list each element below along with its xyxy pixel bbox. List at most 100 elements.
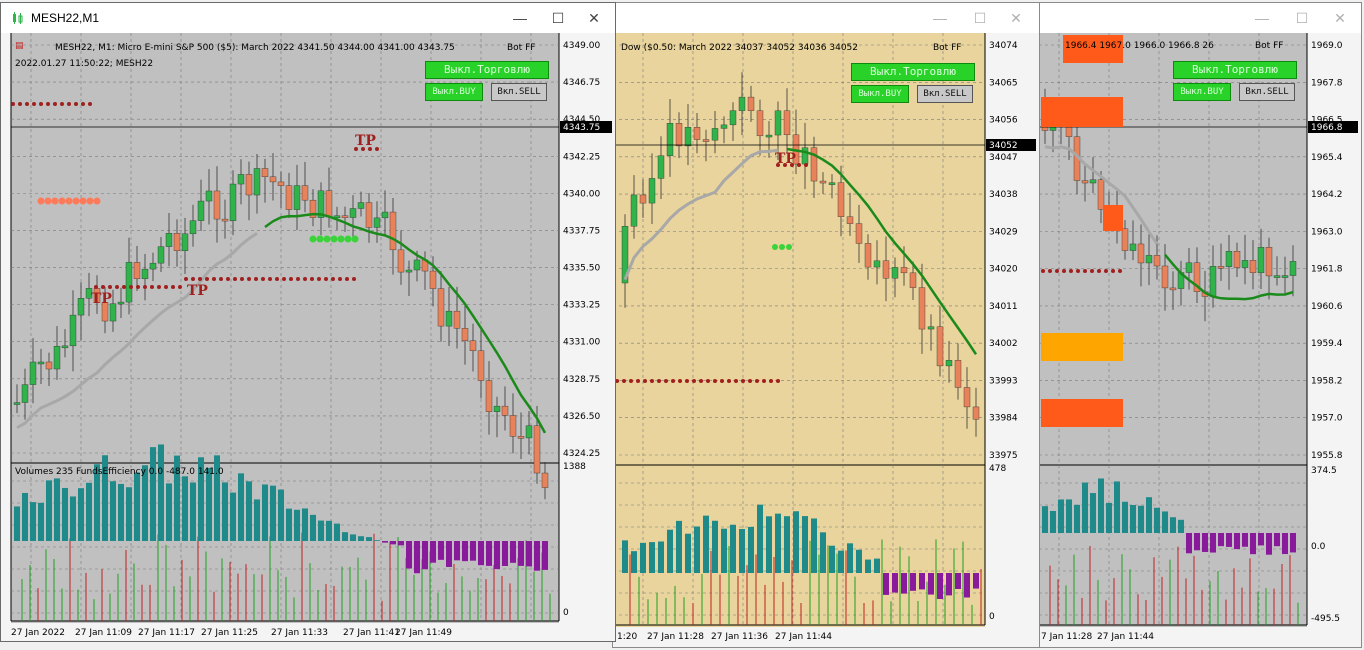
volume-bar [874,558,880,573]
maximize-icon[interactable]: ☐ [1295,10,1309,26]
maximize-icon[interactable]: ☐ [551,10,565,26]
price-chart-1[interactable]: 4349.00 4346.75 4344.50 4342.25 4340.00 4337.… [1,33,615,641]
volume-bar [206,467,212,541]
volume-bar [414,541,420,574]
level-dot [344,235,352,243]
buy-off-button[interactable]: Выкл.BUY [851,85,909,103]
candle-body [972,406,980,420]
level-dot [361,147,365,151]
trade-off-button[interactable]: Выкл.Торговлю [851,63,975,81]
volume-bar [1074,504,1080,533]
volume-bar [494,541,500,570]
level-dot [240,277,244,281]
level-dot [303,277,307,281]
volume-tick-label: 374.5 [1311,466,1337,476]
sell-on-button[interactable]: Вкл.SELL [491,83,547,101]
level-dot [310,277,314,281]
volume-bar [46,480,52,541]
candle-body [729,110,737,126]
bot-label: Bot FF [507,43,536,53]
candle-body [891,267,899,279]
volume-bar [350,534,356,541]
candle-body [213,190,221,220]
close-icon[interactable]: ✕ [1010,10,1022,26]
minimize-icon[interactable]: — [933,10,947,26]
volume-bar [302,508,308,541]
take-profit-label: TP [91,291,112,307]
trade-off-button[interactable]: Выкл.Торговлю [425,61,549,79]
candle-body [125,262,133,303]
current-price-label: 34052 [989,141,1018,151]
price-tick-label: 1965.4 [1311,153,1343,163]
level-dot [741,379,745,383]
sell-on-button[interactable]: Вкл.SELL [1239,83,1295,101]
level-dot [1076,269,1080,273]
chart-window-2[interactable]: — ☐ ✕ 34074 34065 34056 34047 34038 34029 3402… [612,2,1040,648]
candle-body [846,216,854,224]
window-1-titlebar[interactable]: MESH22,M1 — ☐ ✕ [1,3,615,33]
buy-off-button[interactable]: Выкл.BUY [425,83,483,101]
volume-bar [1122,501,1128,533]
time-tick-label: 7 Jan 11:28 [1041,632,1093,642]
chart-list-icon[interactable]: ▤ [15,41,24,51]
window-3-titlebar[interactable]: — ☐ ✕ [1039,3,1361,33]
price-chart-3[interactable]: 1969.0 1967.8 1966.5 1965.4 1964.2 1963.0 1961… [1039,33,1361,647]
level-dot [324,277,328,281]
candle-body [453,310,461,329]
volume-bar [342,532,348,541]
minimize-icon[interactable]: — [1255,10,1269,26]
price-tick-label: 1961.8 [1311,265,1343,275]
volume-bar [286,508,292,541]
candle-body [1097,179,1105,210]
candle-body [1185,262,1193,273]
candle-body [1217,266,1225,269]
buy-off-button[interactable]: Выкл.BUY [1173,83,1231,101]
level-dot [748,379,752,383]
volume-bar [230,492,236,541]
chart-window-3[interactable]: — ☐ ✕ 1969.0 1967.8 1966.5 1965.4 1964.2 1963… [1038,2,1362,648]
maximize-icon[interactable]: ☐ [973,10,987,26]
volume-bar [748,526,754,573]
price-tick-label: 4349.00 [563,41,600,51]
volume-bar [254,499,260,541]
candle-body [1225,251,1233,267]
trade-off-button[interactable]: Выкл.Торговлю [1173,61,1297,79]
volume-bar [1170,517,1176,533]
price-scale-background [985,33,1039,645]
candle-body [954,360,962,388]
candle-body [501,405,509,416]
volume-indicator-label: Volumes 235 FundsEfficiency 0.0 -487.0 1… [15,467,224,477]
price-tick-label: 4331.00 [563,338,600,348]
sell-on-button[interactable]: Вкл.SELL [917,85,973,103]
candle-body [309,199,317,218]
price-chart-2[interactable]: 34074 34065 34056 34047 34038 34029 34020 34011… [613,33,1039,647]
candle-body [900,267,908,274]
candle-body [747,96,755,111]
minimize-icon[interactable]: — [513,10,527,26]
close-icon[interactable]: ✕ [1334,10,1346,26]
price-tick-label: 4346.75 [563,78,600,88]
price-tick-label: 34074 [989,41,1018,51]
level-dot [72,197,80,205]
level-dot [178,285,182,289]
close-icon[interactable]: ✕ [588,10,600,26]
volume-bar [334,523,340,541]
price-tick-label: 1963.0 [1311,227,1343,237]
level-dot [762,379,766,383]
level-dot [32,102,36,106]
volume-bar [1154,507,1160,533]
level-dot [1041,269,1045,273]
volume-bar [446,541,452,567]
level-dot [247,277,251,281]
candle-body [657,155,665,179]
candle-body [29,361,37,385]
window-2-titlebar[interactable]: — ☐ ✕ [613,3,1039,33]
level-dot [720,379,724,383]
candle-body [173,233,181,251]
level-dot [316,235,324,243]
time-tick-label: 27 Jan 11:28 [647,632,704,642]
symbol-info: MESH22, M1: Micro E-mini S&P 500 ($5): M… [55,43,455,53]
chart-window-1[interactable]: MESH22,M1 — ☐ ✕ 4349.00 4346.75 4344.50 434… [0,2,616,642]
candle-body [117,301,125,305]
symbol-info: 1966.4 1967.0 1966.0 1966.8 26 [1065,41,1214,51]
